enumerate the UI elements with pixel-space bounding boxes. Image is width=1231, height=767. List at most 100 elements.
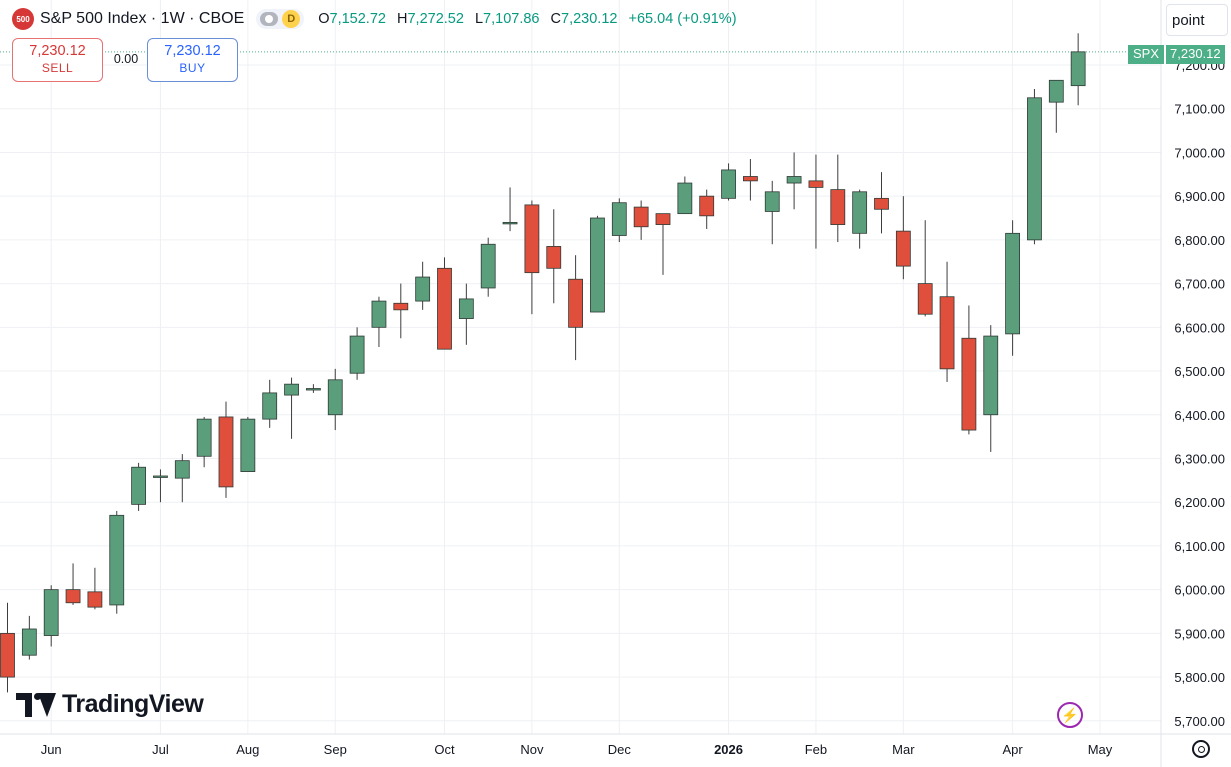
price-tick-label: 6,500.00 — [1174, 364, 1225, 379]
sell-price: 7,230.12 — [29, 43, 86, 59]
candles[interactable] — [0, 33, 1086, 693]
symbol-badge[interactable]: 500 — [12, 8, 34, 30]
candle-body — [196, 418, 212, 457]
candle-body — [633, 206, 649, 228]
candle[interactable] — [961, 305, 977, 435]
candle[interactable] — [1005, 220, 1020, 356]
candle[interactable] — [218, 401, 234, 498]
buy-button[interactable]: 7,230.12 BUY — [147, 38, 238, 82]
price-tick-label: 5,900.00 — [1174, 626, 1225, 641]
candle[interactable] — [590, 215, 605, 313]
candle-body — [437, 267, 452, 350]
candle-body — [458, 298, 474, 319]
tradingview-logo-text: TradingView — [62, 690, 204, 718]
close-label: C — [550, 11, 562, 27]
candle[interactable] — [480, 237, 496, 297]
candle[interactable] — [633, 200, 649, 240]
candle-body — [240, 418, 256, 472]
candle[interactable] — [830, 154, 846, 243]
candle-body — [764, 191, 780, 212]
candle[interactable] — [917, 220, 933, 317]
price-tick-label: 6,800.00 — [1174, 233, 1225, 248]
candle[interactable] — [939, 261, 955, 382]
candle[interactable] — [699, 189, 715, 229]
candle[interactable] — [764, 180, 780, 245]
settings-icon[interactable] — [1192, 740, 1210, 758]
chart-grid — [0, 0, 1161, 734]
candle-body — [0, 632, 15, 678]
candle[interactable] — [349, 327, 365, 380]
candle[interactable] — [743, 158, 758, 201]
tradingview-logo-mark — [16, 692, 56, 717]
candle-body — [546, 246, 562, 269]
candle[interactable] — [568, 255, 583, 361]
candle[interactable] — [65, 563, 81, 605]
price-unit-selector[interactable]: point — [1166, 4, 1228, 36]
candle[interactable] — [786, 152, 802, 210]
candle[interactable] — [1070, 33, 1086, 106]
candle-body — [677, 182, 693, 215]
candle[interactable] — [611, 198, 627, 243]
candle[interactable] — [153, 469, 168, 503]
price-tick-label: 6,900.00 — [1174, 189, 1225, 204]
candle[interactable] — [895, 196, 911, 280]
candle[interactable] — [174, 454, 190, 503]
candle-body — [655, 213, 671, 225]
candle-body — [371, 300, 387, 328]
candle[interactable] — [240, 416, 256, 472]
candle[interactable] — [983, 325, 999, 452]
candle[interactable] — [502, 187, 518, 232]
time-tick-label: Jul — [152, 742, 169, 757]
price-tick-label: 6,300.00 — [1174, 451, 1225, 466]
close-value: 7,230.12 — [561, 11, 618, 27]
candle[interactable] — [415, 261, 431, 310]
change-value: +65.04 (+0.91%) — [628, 11, 737, 27]
candle[interactable] — [284, 377, 299, 439]
candle[interactable] — [109, 510, 125, 614]
candle-body — [1070, 51, 1086, 87]
data-pill[interactable]: D — [282, 10, 301, 28]
candle[interactable] — [131, 462, 147, 511]
candle-body — [349, 335, 365, 374]
candle[interactable] — [1027, 89, 1042, 245]
candle[interactable] — [393, 283, 409, 339]
candle[interactable] — [874, 172, 889, 234]
candle[interactable] — [262, 379, 278, 428]
price-axis[interactable]: 5,700.00 5,800.00 5,900.00 6,000.00 6,100.00… — [1174, 58, 1225, 729]
time-axis[interactable]: Jun Jul Aug Sep Oct Nov Dec 2026 Feb Mar Apr May — [41, 742, 1113, 757]
candle-body — [743, 176, 758, 182]
candle[interactable] — [458, 283, 474, 345]
candle-body — [852, 191, 868, 234]
candle[interactable] — [305, 384, 321, 393]
candle[interactable] — [721, 163, 736, 201]
candle[interactable] — [196, 416, 212, 468]
candle-body — [961, 337, 977, 431]
candle[interactable] — [371, 296, 387, 347]
candle[interactable] — [852, 189, 868, 249]
candle[interactable] — [21, 615, 37, 660]
candle[interactable] — [437, 257, 452, 350]
symbol-title[interactable]: S&P 500 Index · 1W · CBOE — [40, 10, 245, 27]
candle[interactable] — [546, 209, 562, 304]
visibility-icon[interactable] — [260, 12, 279, 26]
candle-body — [415, 276, 431, 302]
candle[interactable] — [1048, 79, 1064, 133]
candle[interactable] — [677, 176, 693, 215]
candle[interactable] — [808, 154, 824, 249]
time-tick-label: 2026 — [714, 742, 743, 757]
sell-button[interactable]: 7,230.12 SELL — [12, 38, 103, 82]
tradingview-logo[interactable]: TradingView — [16, 690, 204, 719]
candle[interactable] — [655, 213, 671, 275]
buy-label: BUY — [179, 61, 206, 75]
bolt-icon[interactable]: ⚡ — [1057, 702, 1083, 728]
candle[interactable] — [0, 602, 15, 693]
candle-body — [480, 243, 496, 289]
candle-body — [808, 180, 824, 188]
candle[interactable] — [87, 567, 103, 610]
candle[interactable] — [43, 585, 59, 647]
time-tick-label: Dec — [608, 742, 632, 757]
open-label: O — [318, 11, 330, 27]
candle[interactable] — [524, 200, 540, 315]
candle[interactable] — [327, 368, 343, 431]
